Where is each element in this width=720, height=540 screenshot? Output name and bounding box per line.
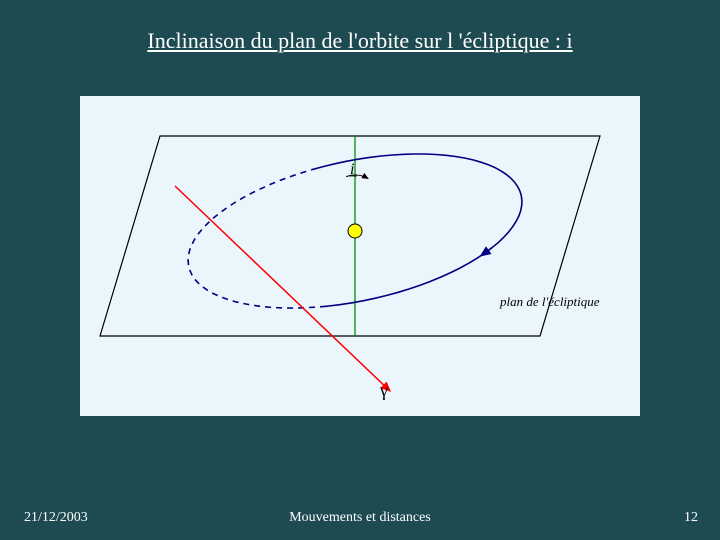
orbit-inclination-diagram: i γ plan de l'écliptique [80,96,640,416]
slide-title: Inclinaison du plan de l'orbite sur l 'é… [0,28,720,54]
diagram-container: i γ plan de l'écliptique [80,96,640,416]
footer-page-number: 12 [684,510,698,526]
svg-text:i: i [350,161,354,178]
svg-text:γ: γ [379,380,388,400]
svg-text:plan de l'écliptique: plan de l'écliptique [499,294,600,309]
footer-title: Mouvements et distances [0,510,720,526]
